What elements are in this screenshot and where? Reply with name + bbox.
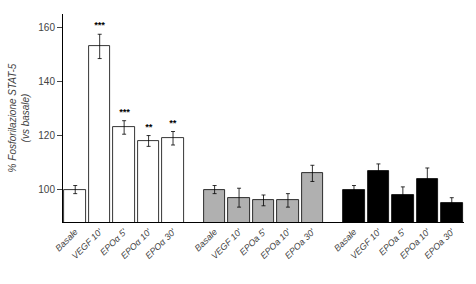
- svg-text:**: **: [145, 122, 153, 132]
- svg-text:**: **: [169, 118, 177, 128]
- svg-text:***: ***: [94, 20, 105, 30]
- svg-text:Basale: Basale: [53, 227, 80, 254]
- svg-text:100: 100: [38, 184, 55, 195]
- svg-text:EPOa 30': EPOa 30': [422, 227, 456, 261]
- svg-text:140: 140: [38, 76, 55, 87]
- svg-text:EPOa 5': EPOa 5': [238, 227, 269, 258]
- svg-text:160: 160: [38, 22, 55, 33]
- svg-text:Basale: Basale: [332, 227, 359, 254]
- svg-text:VEGF 10': VEGF 10': [70, 227, 105, 262]
- svg-text:***: ***: [119, 107, 130, 117]
- svg-text:EPOa 10': EPOa 10': [258, 227, 292, 261]
- svg-text:VEGF 10': VEGF 10': [209, 227, 244, 262]
- svg-text:EPOα 5': EPOα 5': [98, 227, 129, 258]
- svg-text:EPOa 5': EPOa 5': [377, 227, 408, 258]
- svg-text:EPOa 10': EPOa 10': [398, 227, 432, 261]
- svg-text:EPOa 30': EPOa 30': [283, 227, 317, 261]
- svg-text:Basale: Basale: [193, 227, 220, 254]
- svg-text:% Fosforilazione STAT-5(vs bas: % Fosforilazione STAT-5(vs basale): [7, 63, 31, 172]
- svg-text:VEGF 10': VEGF 10': [349, 227, 384, 262]
- svg-text:EPOα 10': EPOα 10': [119, 227, 153, 261]
- svg-text:EPOα 30': EPOα 30': [143, 227, 177, 261]
- svg-text:120: 120: [38, 130, 55, 141]
